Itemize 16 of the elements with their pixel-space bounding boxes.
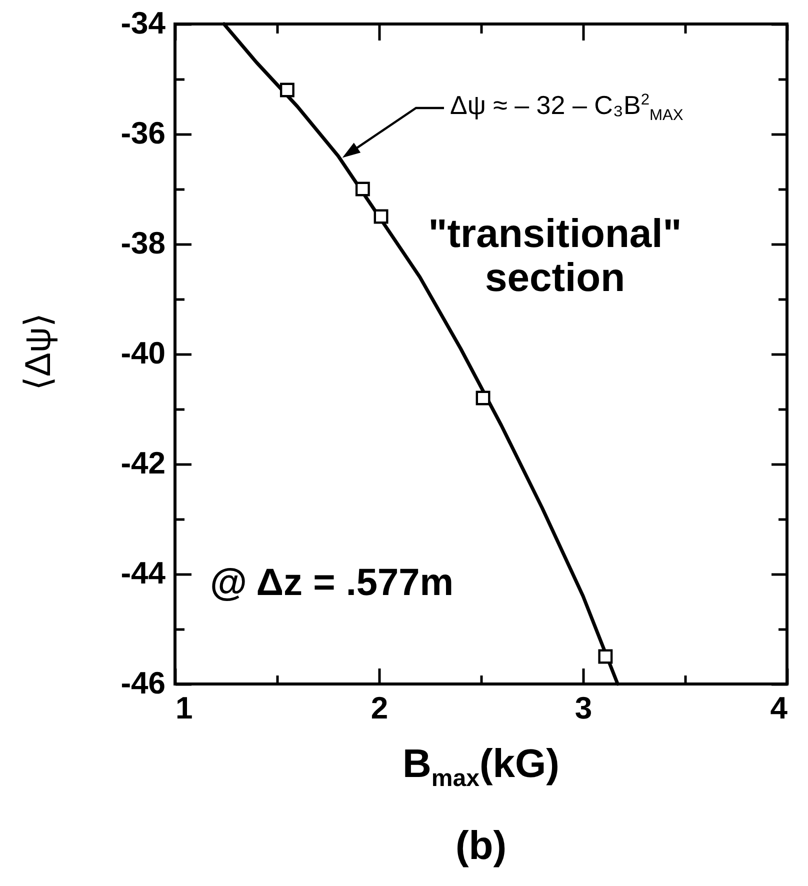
text: (b) [454, 824, 508, 868]
x-tick-label: 4 [770, 690, 788, 726]
y-tick-label: -40 [120, 336, 166, 370]
y-tick-label: -44 [120, 556, 166, 590]
x-tick-label: 1 [176, 690, 193, 726]
annotation: @ Δz = .577m [210, 562, 454, 605]
y-tick-label: -36 [120, 116, 166, 150]
x-tick-label: 3 [574, 690, 592, 726]
y-tick-label: -42 [120, 446, 166, 480]
x-tick-label: 2 [370, 690, 388, 726]
y-tick-label: -34 [120, 6, 166, 40]
y-axis-title: ⟨Δψ⟩ [17, 312, 58, 393]
x-axis-title: B$_{max}$(kG) [402, 742, 560, 792]
y-tick-label: -46 [120, 666, 166, 700]
y-tick-label: -38 [120, 226, 166, 260]
annotation: "transitional" section [427, 212, 683, 300]
